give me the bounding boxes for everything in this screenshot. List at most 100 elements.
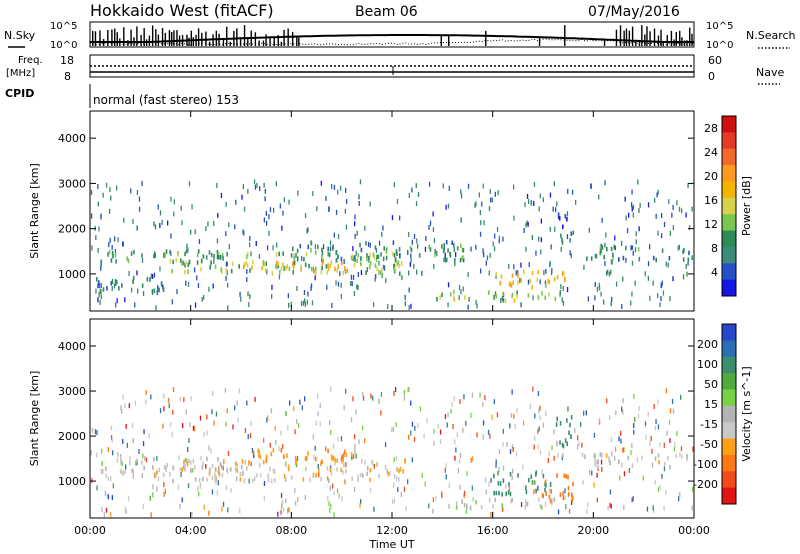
power-echo	[315, 266, 317, 271]
power-speckle	[413, 263, 415, 269]
velocity-echo	[495, 490, 498, 496]
velocity-echo	[320, 461, 322, 466]
power-echo	[612, 252, 614, 258]
power-speckle	[552, 206, 554, 212]
velocity-speckle	[598, 418, 601, 424]
power-speckle	[476, 303, 478, 309]
power-speckle	[433, 238, 436, 243]
power-speckle	[481, 201, 483, 207]
velocity-speckle	[317, 411, 319, 417]
power-echo	[300, 264, 302, 269]
power-echo	[293, 253, 295, 259]
velocity-speckle	[227, 507, 229, 513]
velocity-speckle	[112, 450, 114, 456]
power-speckle	[314, 275, 316, 281]
power-echo	[153, 253, 156, 259]
power-speckle	[655, 213, 657, 219]
velocity-speckle	[327, 495, 329, 501]
power-echo	[299, 243, 302, 249]
freq-tick-top: 18	[60, 54, 74, 67]
power-speckle	[417, 192, 420, 197]
velocity-speckle	[101, 507, 103, 513]
velocity-speckle	[669, 408, 672, 414]
power-echo	[102, 287, 105, 292]
power-speckle	[444, 257, 447, 263]
power-speckle	[550, 270, 553, 276]
power-speckle	[544, 280, 547, 286]
velocity-speckle	[411, 421, 414, 427]
power-speckle	[442, 183, 444, 189]
power-speckle	[501, 296, 503, 302]
power-speckle	[154, 224, 157, 230]
power-speckle	[228, 244, 230, 250]
velocity-speckle	[587, 502, 589, 508]
velocity-speckle	[238, 388, 240, 394]
power-echo	[564, 214, 567, 219]
power-speckle	[279, 203, 281, 209]
power-echo	[378, 269, 380, 275]
power-speckle	[250, 251, 252, 257]
power-speckle	[153, 272, 156, 278]
nsky-bar	[273, 38, 275, 46]
power-speckle	[436, 251, 438, 256]
power-speckle	[601, 217, 603, 223]
power-speckle	[329, 246, 332, 252]
power-echo	[282, 262, 284, 268]
power-speckle	[411, 239, 413, 245]
velocity-speckle	[163, 491, 165, 497]
velocity-colorbar-tick: 200	[697, 338, 718, 351]
velocity-echo	[398, 468, 400, 474]
power-speckle	[489, 189, 491, 195]
power-speckle	[247, 291, 249, 297]
power-speckle	[432, 227, 435, 232]
velocity-echo	[564, 438, 567, 443]
power-echo	[614, 245, 616, 251]
power-speckle	[357, 272, 359, 277]
velocity-speckle	[246, 400, 248, 406]
power-echo	[222, 256, 224, 261]
velocity-speckle	[221, 506, 223, 512]
power-speckle	[278, 274, 281, 280]
velocity-echo	[318, 468, 320, 473]
power-echo	[441, 292, 443, 298]
velocity-ylabel: Slant Range [km]	[28, 371, 41, 467]
velocity-speckle	[423, 433, 425, 439]
power-echo	[512, 280, 514, 285]
power-echo	[217, 251, 220, 257]
station-title: Hokkaido West (fitACF)	[90, 1, 274, 20]
velocity-echo	[244, 460, 247, 465]
power-speckle	[485, 260, 487, 266]
power-speckle	[508, 263, 510, 269]
power-echo	[603, 254, 605, 260]
power-speckle	[264, 196, 266, 202]
power-echo	[293, 256, 296, 261]
power-speckle	[217, 212, 219, 218]
velocity-speckle	[313, 454, 315, 460]
velocity-speckle	[293, 406, 295, 412]
velocity-colorbar-tick: -50	[700, 438, 718, 451]
power-speckle	[594, 282, 596, 287]
velocity-speckle	[156, 455, 158, 461]
power-speckle	[100, 265, 102, 271]
velocity-speckle	[631, 443, 633, 449]
velocity-speckle	[569, 433, 571, 439]
power-speckle	[652, 280, 654, 286]
power-speckle	[345, 224, 348, 230]
velocity-echo	[239, 477, 242, 482]
power-speckle	[632, 212, 634, 218]
power-speckle	[550, 244, 552, 250]
power-speckle	[197, 283, 200, 289]
power-echo	[372, 252, 375, 257]
power-echo	[625, 245, 627, 251]
velocity-speckle	[582, 479, 584, 485]
nsky-bar	[143, 28, 145, 46]
velocity-speckle	[681, 454, 683, 460]
velocity-echo	[461, 499, 463, 504]
velocity-echo	[101, 461, 103, 466]
velocity-speckle	[122, 394, 124, 400]
power-speckle	[249, 294, 251, 300]
velocity-speckle	[329, 507, 331, 513]
power-speckle	[462, 286, 464, 292]
power-echo	[350, 255, 353, 260]
velocity-speckle	[318, 472, 320, 478]
